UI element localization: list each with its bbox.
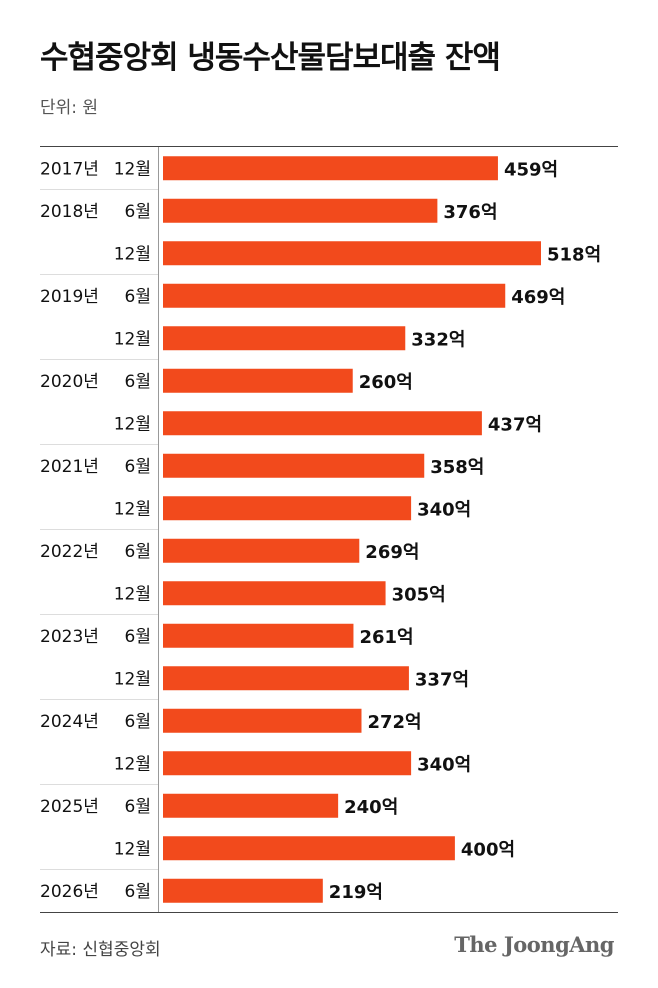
year-label: 2018년 [40,202,99,222]
year-label: 2025년 [40,797,99,817]
chart-title: 수협중앙회 냉동수산물담보대출 잔액 [40,40,501,76]
bar [163,411,482,436]
bar [163,453,425,478]
bar [163,708,362,733]
data-label: 358억 [430,457,484,478]
data-label: 340억 [417,499,471,520]
month-label: 6월 [125,372,151,392]
data-label: 219억 [329,882,383,903]
month-label: 6월 [125,202,151,222]
bar [163,836,455,861]
month-label: 6월 [125,797,151,817]
bar [163,156,498,181]
bar [163,793,339,818]
data-label: 260억 [359,372,413,393]
data-label: 376억 [443,202,497,223]
month-label: 6월 [125,627,151,647]
bar [163,496,412,521]
bar [163,198,438,223]
bar [163,666,409,691]
month-label: 12월 [114,669,151,689]
unit-label: 단위: 원 [40,98,99,118]
year-label: 2020년 [40,372,99,392]
year-label: 2024년 [40,712,99,732]
data-label: 340억 [417,754,471,775]
year-label: 2022년 [40,542,99,562]
bar [163,283,506,308]
year-label: 2017년 [40,159,99,179]
month-label: 6월 [125,287,151,307]
data-label: 518억 [547,244,601,265]
brand-logo: The JoongAng [454,932,614,957]
bar [163,538,360,563]
data-label: 272억 [367,712,421,733]
data-label: 469억 [511,287,565,308]
bar [163,751,412,776]
data-label: 261억 [359,627,413,648]
data-label: 437억 [488,414,542,435]
month-label: 6월 [125,542,151,562]
month-label: 12월 [114,754,151,774]
data-label: 332억 [411,329,465,350]
month-label: 12월 [114,329,151,349]
top-rule [40,146,618,147]
bar [163,623,354,648]
data-label: 269억 [365,542,419,563]
bar [163,368,353,393]
month-label: 6월 [125,882,151,902]
year-label: 2026년 [40,882,99,902]
month-label: 12월 [114,244,151,264]
year-label: 2019년 [40,287,99,307]
bar [163,326,406,351]
year-label: 2023년 [40,627,99,647]
data-label: 305억 [392,584,446,605]
month-label: 12월 [114,159,151,179]
bottom-rule [40,912,618,913]
source-note: 자료: 신협중앙회 [40,940,161,960]
month-label: 6월 [125,457,151,477]
data-label: 240억 [344,797,398,818]
bar [163,241,541,266]
bar [163,878,323,903]
data-label: 459억 [504,159,558,180]
month-label: 12월 [114,414,151,434]
data-label: 337억 [415,669,469,690]
month-label: 12월 [114,584,151,604]
month-label: 12월 [114,499,151,519]
year-label: 2021년 [40,457,99,477]
data-label: 400억 [461,839,515,860]
category-axis-line [158,147,159,912]
bar [163,581,386,606]
month-label: 12월 [114,839,151,859]
month-label: 6월 [125,712,151,732]
